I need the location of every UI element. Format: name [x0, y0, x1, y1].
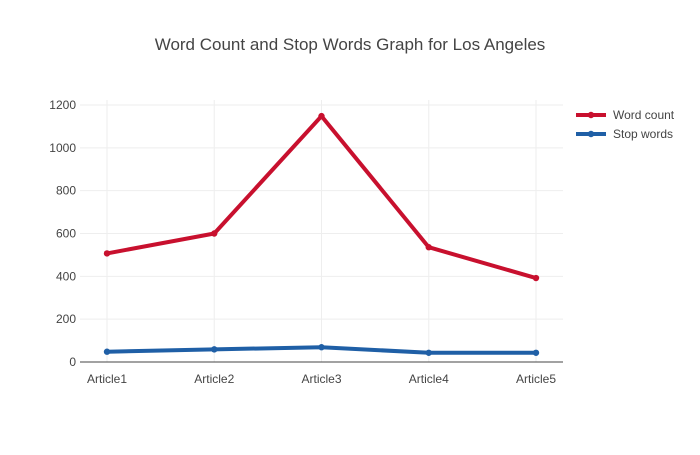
series-word-count[interactable]: [103, 112, 540, 282]
y-tick-label: 600: [56, 227, 76, 241]
y-tick-label: 400: [56, 269, 76, 283]
grid-lines: [80, 100, 563, 362]
data-point[interactable]: [211, 346, 218, 353]
axes: 0 200 400 600 800 1000 1200 Article1 Article2 Art…: [49, 98, 563, 386]
data-point[interactable]: [532, 274, 540, 282]
data-point[interactable]: [103, 348, 111, 355]
y-tick-label: 1200: [49, 98, 76, 112]
data-point[interactable]: [318, 112, 325, 120]
x-tick-label: Article5: [516, 372, 556, 386]
legend-swatch-marker: [587, 130, 595, 138]
data-point[interactable]: [211, 230, 218, 237]
legend-swatch-marker: [587, 111, 595, 119]
legend-label: Word count: [613, 108, 675, 122]
y-tick-label: 1000: [49, 141, 76, 155]
y-tick-label: 0: [69, 355, 76, 369]
x-tick-label: Article1: [87, 372, 127, 386]
legend-item[interactable]: Stop words: [576, 127, 673, 141]
data-point[interactable]: [425, 349, 432, 356]
legend[interactable]: Word count Stop words: [576, 108, 675, 141]
chart-title: Word Count and Stop Words Graph for Los …: [155, 35, 546, 54]
x-tick-label: Article4: [409, 372, 449, 386]
x-tick-label: Article3: [301, 372, 341, 386]
legend-label: Stop words: [613, 127, 673, 141]
x-tick-label: Article2: [194, 372, 234, 386]
series-stop-words[interactable]: [103, 344, 540, 356]
data-point[interactable]: [532, 349, 540, 356]
legend-item[interactable]: Word count: [576, 108, 675, 122]
y-tick-label: 800: [56, 184, 76, 198]
series-lines: [103, 112, 540, 356]
data-point[interactable]: [425, 244, 432, 251]
y-tick-label: 200: [56, 312, 76, 326]
data-point[interactable]: [103, 250, 111, 257]
data-point[interactable]: [318, 344, 325, 351]
